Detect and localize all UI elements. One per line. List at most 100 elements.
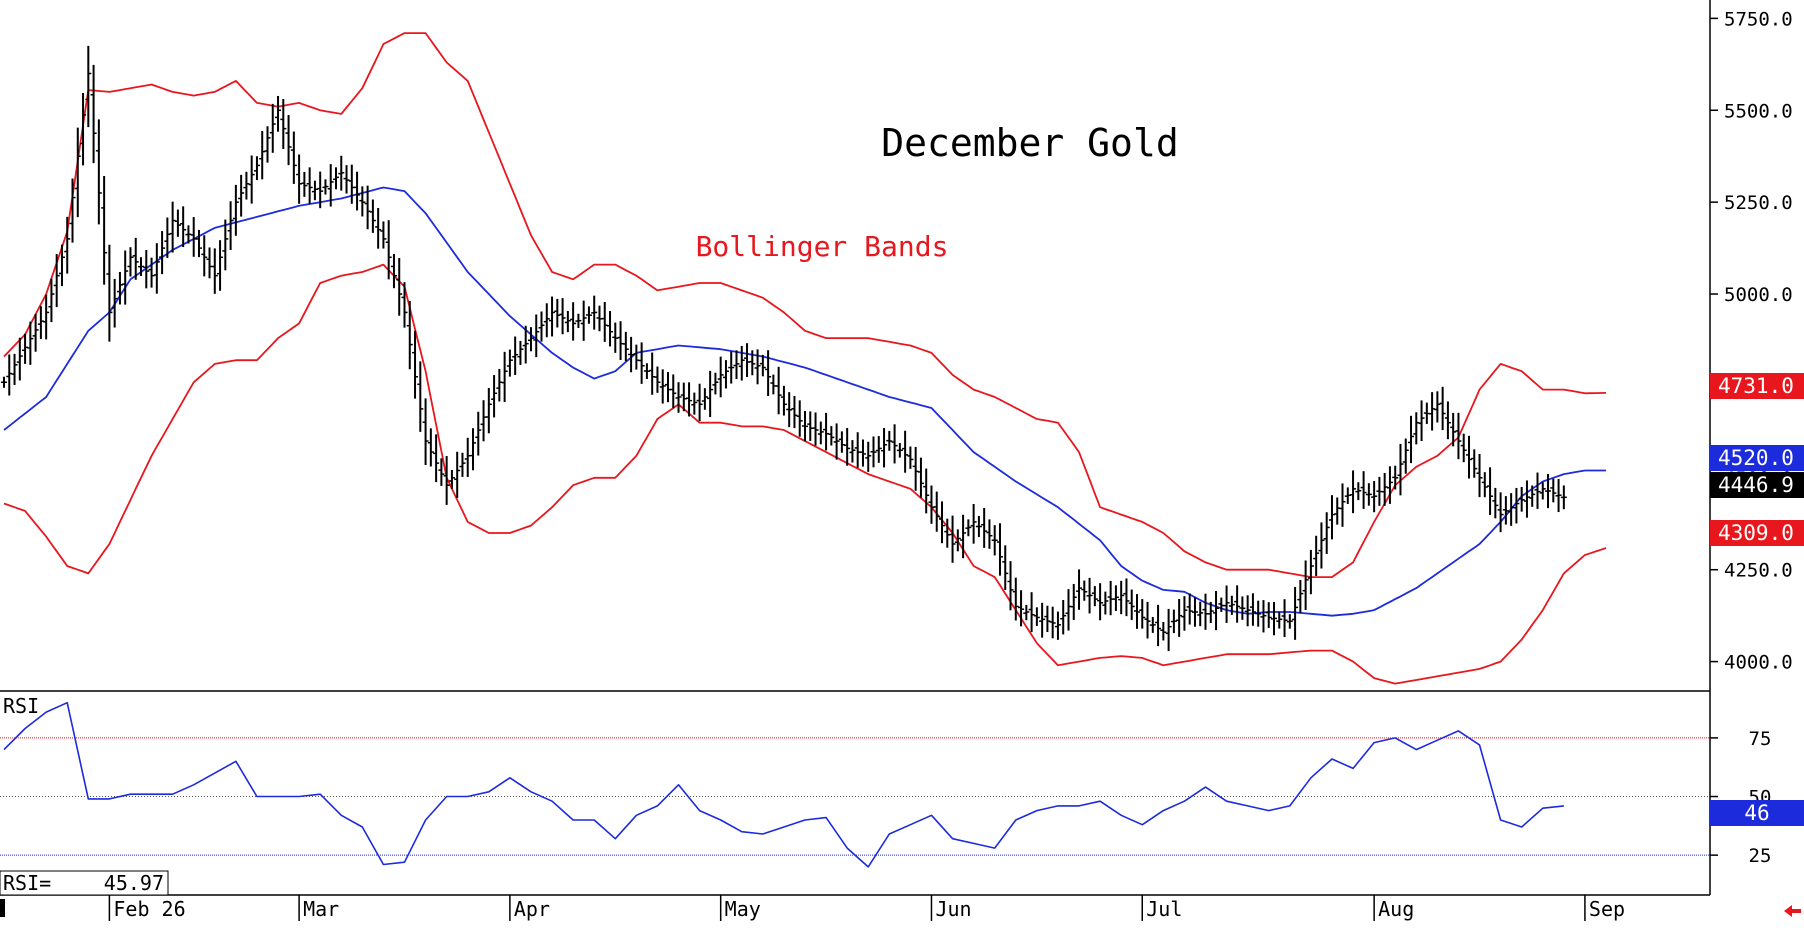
ohlc-bar [111,278,118,328]
ohlc-bar [1513,487,1520,524]
ohlc-bar [796,400,803,437]
ohlc-bar [622,331,629,362]
ohlc-bar [902,430,909,473]
ohlc-bar [238,174,245,217]
ohlc-bar [738,345,745,381]
ohlc-bar [549,296,556,337]
ohlc-bar [786,392,793,428]
badge-upper: 4731.0 [1710,373,1804,399]
ohlc-bar [1097,583,1104,621]
ohlc-bar [1350,470,1357,514]
ohlc-bar [986,519,993,549]
ohlc-bar [765,350,772,396]
ohlc-bar [717,356,724,398]
ohlc-bar [1170,609,1177,634]
ohlc-bar [122,250,129,305]
ohlc-bar [85,45,92,128]
ohlc-bar [1545,473,1552,509]
ohlc-bar [248,155,255,204]
ohlc-bar [570,302,577,341]
ohlc-bar [844,427,851,466]
ohlc-bar [896,443,903,458]
date-tick-label: Apr [514,897,550,921]
ohlc-bar [707,370,714,418]
ohlc-bar [1402,438,1409,474]
ohlc-bar [138,257,145,276]
ohlc-bar [1439,386,1446,431]
ohlc-bar [1450,412,1457,447]
ohlc-bar [1081,580,1088,601]
ohlc-bar [322,179,329,195]
ohlc-bar [101,175,108,285]
badge-lower-value: 4309.0 [1718,521,1794,545]
ohlc-bar [580,300,587,341]
ohlc-bar [965,519,972,537]
ohlc-bar [1465,435,1472,479]
ohlc-bar [227,201,234,251]
ohlc-bar [1239,596,1246,620]
badge-middle: 4520.0 [1710,445,1804,471]
ohlc-bar [802,410,808,442]
upper-bollinger-band [3,32,1607,578]
ohlc-bar [1560,485,1567,510]
ohlc-bar [11,353,18,386]
ohlc-bar [996,523,1003,576]
ohlc-bar [501,351,508,403]
ohlc-bar [285,114,292,166]
date-tick-label: Sep [1589,897,1625,921]
ohlc-bar [1481,472,1488,498]
ohlc-bar [153,243,160,294]
rsi-tick-label: 25 [1749,845,1772,867]
ohlc-bar [933,491,940,532]
arrow-left-icon[interactable] [1784,905,1801,917]
ohlc-bar [1292,587,1299,640]
ohlc-bar [332,167,339,190]
ohlc-bar [1550,478,1557,503]
ohlc-bar [1039,602,1046,638]
price-tick-label: 5500.0 [1724,100,1793,122]
ohlc-bar [354,171,361,211]
ohlc-bar [686,382,693,417]
ohlc-bar [696,383,703,422]
ohlc-bar [174,209,181,237]
ohlc-bar [1155,604,1162,647]
bollinger-annotation: Bollinger Bands [696,230,949,263]
ohlc-bar [939,501,946,544]
ohlc-bar [64,216,71,274]
ohlc-bar [1323,512,1330,554]
ohlc-bar [217,240,224,291]
ohlc-bar [543,303,550,338]
ohlc-bar [1318,522,1325,569]
ohlc-bar [859,439,866,467]
ohlc-bar [401,282,408,328]
rsi-badge: 46 [1710,800,1804,826]
ohlc-bar [1,376,7,388]
ohlc-bar [733,350,740,380]
ohlc-bar [960,514,967,559]
ohlc-bar [970,503,977,544]
ohlc-bar [459,452,466,477]
chart-title: December Gold [881,121,1178,165]
ohlc-bar [1186,593,1193,625]
ohlc-bar [1302,560,1309,611]
ohlc-bar [1497,492,1504,533]
ohlc-bar [638,342,645,384]
date-tick-label: Jul [1146,897,1182,921]
ohlc-bar [1392,465,1399,490]
scroll-marker[interactable] [0,899,5,917]
ohlc-bar [585,306,592,324]
ohlc-bar [517,340,524,365]
ohlc-bar [359,186,366,217]
ohlc-bar [659,369,666,404]
ohlc-bar [396,258,403,316]
badge-last: 4446.9 [1710,472,1804,498]
ohlc-bar [1033,607,1040,626]
ohlc-bar [1028,592,1035,633]
ohlc-bar [991,525,998,556]
ohlc-bar [907,446,914,469]
rsi-panel-label: RSI [3,694,39,718]
ohlc-bar [290,131,297,184]
ohlc-bar [917,457,924,498]
ohlc-bar [701,388,708,410]
